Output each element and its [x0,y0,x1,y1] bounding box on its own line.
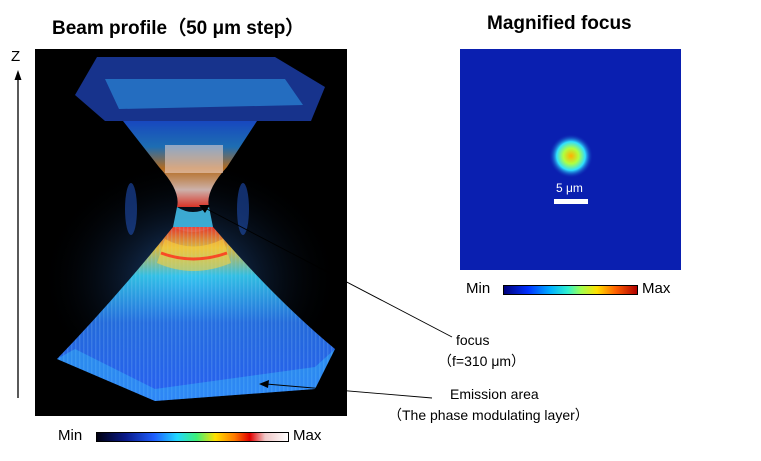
main-colorbar [96,432,289,442]
focus-spot [549,134,593,178]
focus-colorbar [503,285,638,295]
emission-leader-arrowhead [259,380,269,388]
emission-leader-line [265,383,433,399]
scale-bar [554,199,588,204]
focus-colorbar-max: Max [642,280,671,297]
emission-annotation-title: Emission area [450,386,539,402]
main-colorbar-min: Min [58,427,83,444]
focus-leader-line [204,207,453,338]
scale-bar-label: 5 μm [556,181,583,195]
beam-profile-title: Beam profile（50 μm step） [52,18,305,39]
focus-spot-render [549,134,593,204]
z-axis-label: Z [11,48,21,65]
focus-colorbar-min: Min [466,280,491,297]
beam-volume-render [40,57,340,401]
focus-annotation-value: （f=310 μm） [438,353,526,369]
focus-leader-arrowhead [199,205,210,213]
emission-annotation-detail: （The phase modulating layer） [388,407,589,423]
magnified-focus-image [460,49,681,270]
magnified-focus-title: Magnified focus [487,13,632,34]
main-colorbar-max: Max [293,427,322,444]
beam-profile-image [35,49,347,416]
focus-annotation-title: focus [456,332,490,348]
